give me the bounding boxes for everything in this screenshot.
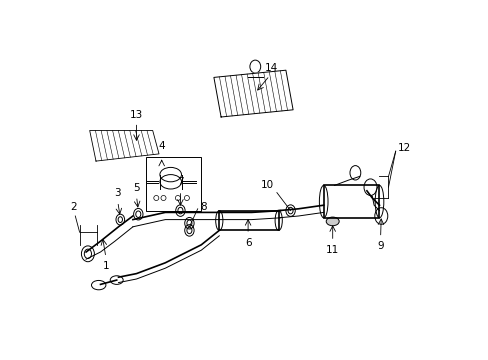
Polygon shape <box>213 70 292 117</box>
Bar <box>145 157 201 211</box>
Polygon shape <box>89 131 159 161</box>
Text: 10: 10 <box>261 180 274 190</box>
Text: 5: 5 <box>133 183 140 193</box>
Text: 9: 9 <box>377 241 383 251</box>
Text: 1: 1 <box>102 261 109 271</box>
Bar <box>219 211 278 230</box>
Text: 2: 2 <box>70 202 77 212</box>
Bar <box>323 185 379 218</box>
Text: 7: 7 <box>177 177 183 187</box>
Text: 12: 12 <box>397 143 410 153</box>
Text: 3: 3 <box>114 188 121 198</box>
Text: 13: 13 <box>130 109 143 120</box>
Text: 4: 4 <box>158 141 164 151</box>
Text: 14: 14 <box>264 63 278 73</box>
Text: 8: 8 <box>200 202 207 212</box>
Text: 6: 6 <box>244 238 251 248</box>
Text: 11: 11 <box>325 245 339 255</box>
Ellipse shape <box>325 217 339 226</box>
